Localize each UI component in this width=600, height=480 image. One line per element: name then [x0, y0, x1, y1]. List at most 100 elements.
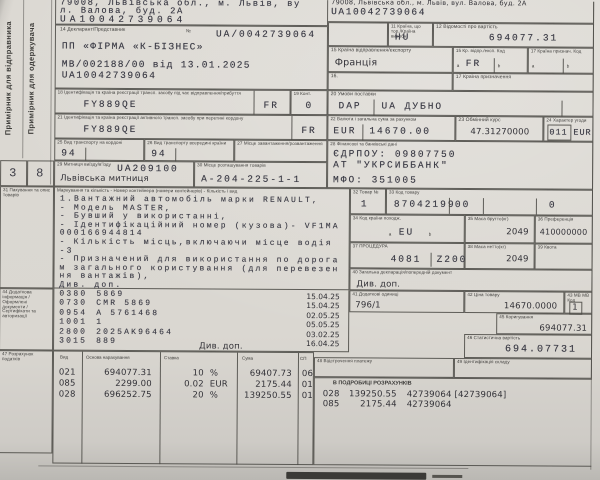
tax-col-divider2: [159, 352, 162, 465]
box47-label-cell: 47 Розрахунок податків: [0, 350, 54, 454]
box30-label: 30 Місце розташування товарів: [197, 162, 266, 168]
box24-value: 011: [549, 127, 568, 138]
box34-label: 34 Код країни походж.: [352, 215, 401, 221]
items-count: 8: [36, 166, 45, 181]
box18-value: FY889QE: [83, 98, 138, 111]
box31-label-cell: 31 Пакування та опис товарів: [0, 186, 55, 289]
procedure-code: 4081: [390, 253, 422, 265]
box25-transport-mode-border: 25 Вид транспорту на кордоні 94: [54, 138, 145, 162]
calc-amount: 2175.44: [360, 399, 397, 410]
calc-type: 028: [322, 389, 340, 400]
declarant-code: UA10042739064: [61, 69, 157, 82]
box15a-label: 15 Кр. відпр./експ. Код: [455, 47, 505, 54]
tax-rate-unit: %: [209, 368, 219, 379]
box14-declarant: 14 Декларант/Представник № UA/0042739064…: [54, 24, 329, 91]
tax-col-divider4: [297, 352, 300, 465]
box15a-dispatch-code: 15 Кр. відпр./експ. Код a FR b: [452, 46, 528, 74]
doc-code: 3015: [59, 336, 88, 346]
tax-header-sum: Сума: [241, 355, 254, 361]
hs-code-tail: 0: [548, 199, 557, 211]
box27-label: 27 Місце завантаження/розвантаження: [237, 140, 323, 147]
box36-value: 410000000: [539, 227, 588, 237]
box42-label: 42 Ціна товару: [467, 292, 500, 298]
copy-strip-receiver: Примірник для одержувача: [26, 22, 37, 135]
box41-value: 796/1: [355, 300, 381, 311]
tax-header-sp: СП: [299, 356, 307, 362]
doc-date: 15.04.25: [306, 301, 340, 311]
box33-divider2: [482, 198, 484, 215]
tax-type: 028: [58, 389, 76, 400]
box20-divider2: [561, 100, 563, 117]
box42-value: 14670.0000: [503, 301, 558, 312]
box17-label: 17 Країна призначення: [455, 73, 512, 81]
box12-value: 694077.31: [488, 32, 559, 44]
tax-header-base: Основа нарахування: [85, 354, 130, 360]
boxB-label: В ПОДРОБИЦІ РОЗРАХУНКІВ: [332, 380, 412, 387]
bank-edrpou: ЄДРПОУ: 09807750: [333, 148, 457, 160]
box22-currency: EUR: [333, 125, 357, 137]
tax-rate: 0.02: [184, 379, 204, 390]
box33-label: 33 Код товару: [388, 189, 420, 195]
copies-count: 3: [9, 166, 18, 181]
box24-transaction-nature: 24 Характер угоди 011 EUR: [543, 116, 594, 142]
box30-goods-location: 30 Місце розташування товарів A-204-225-…: [194, 161, 328, 189]
box22-label: 22 Валюта і загальна сума за рахунком: [330, 116, 417, 122]
tax-amount: 139250.55: [243, 390, 292, 401]
box46-statistical-value: 46 Статистична вартість 694.07731: [463, 334, 593, 359]
box18-transport-identity: 18 Ідентифікація та країна реєстрації тр…: [54, 88, 291, 115]
box19-value: 0: [305, 100, 314, 112]
declarant-ref: UA/0042739064: [215, 28, 317, 41]
tax-sp: 06: [301, 369, 314, 380]
exporter-code: UA10042739064: [331, 6, 427, 18]
box45-adjustment: 45 Коригування 694077.31: [496, 313, 593, 335]
box30-value: A-204-225-1-1: [201, 173, 302, 186]
box46-label: 46 Статистична вартість: [467, 335, 521, 341]
box40-label: 40 Загальна декларація/попередній докуме…: [352, 269, 453, 275]
bank-name: АТ "УКРСИББАНК": [333, 159, 449, 171]
box44-additional-info: 0380 5869 15.04.25 0730 CMR 5869 15.04.2…: [53, 288, 350, 353]
doc-value: 5869: [96, 289, 125, 299]
tax-rate: 20: [192, 390, 204, 401]
box47-tax-table: Вид Основа нарахування Ставка Сума СП 02…: [52, 350, 315, 466]
box35-label: 35 Маса брутто(кг): [467, 216, 509, 222]
box23-value: 47.31270000: [470, 127, 530, 138]
box26-label: 26 Вид транспорту всередині країни: [147, 140, 227, 146]
box17a-label: 17 Країна признач. Код: [530, 48, 582, 54]
box38-value: 2049: [506, 254, 529, 265]
box34-value: EU: [398, 226, 415, 238]
box34-b-mark: b: [428, 231, 432, 237]
box19-label: 19 Конт.: [293, 90, 312, 97]
copy-strip-sender: Примірник для відправника: [3, 21, 14, 136]
box35-gross-mass: 35 Маса брутто(кг) 2049: [464, 215, 535, 244]
box19-container: 19 Конт. 0: [290, 89, 328, 116]
box20-label: 20 Умови поставки: [330, 91, 376, 98]
box28-financial-data: 28 Фінансові та банківські дані ЄДРПОУ: …: [327, 140, 594, 190]
calc-ref: 42739064: [406, 399, 452, 410]
box43-valuation-method: 43 МВ МВ Код 1: [564, 291, 593, 315]
box39-quota: 39 Квота: [534, 243, 593, 270]
calc-type: 085: [322, 399, 340, 410]
box41-supplementary-units: 41 Додаткові одиниці 796/1: [349, 290, 465, 314]
box42-item-price: 42 Ціна товару 14670.0000: [464, 291, 565, 314]
box40-previous-document: 40 Загальна декларація/попередній докуме…: [349, 268, 593, 292]
box37-divider: [430, 252, 432, 267]
box38-label: 38 Маса нетто(кг): [467, 244, 506, 250]
box33-divider3: [535, 198, 537, 215]
doc-code: 0730: [59, 298, 88, 309]
box49-label: 49 Ідентифікація складу: [456, 358, 510, 365]
tax-type: 021: [58, 367, 76, 378]
box47-label: 47 Розрахунок податків: [1, 351, 34, 362]
declarant-name: ПП «ФІРМА «К-БІЗНЕС»: [61, 40, 204, 53]
box11-trading-country: 11 Країна, що тор./Країна виробн. HU: [387, 22, 434, 47]
box21-value: FY889QE: [83, 123, 138, 136]
box23-exchange-rate: 23 Обмінний курс 47.31270000: [455, 115, 544, 142]
box26-transport-mode-inland: 26 Вид транспорту всередині країни 94: [144, 139, 235, 162]
doc-code: 2800: [59, 327, 88, 337]
box15-label: 15 Країна відправлення/експорту: [330, 47, 412, 54]
tax-amount: 69407.73: [249, 368, 292, 379]
box33-divider1: [448, 197, 450, 214]
box17-destination: 17 Країна призначення: [452, 72, 594, 92]
box32-value: 1: [360, 198, 369, 210]
boxB-calc-details: В ПОДРОБИЦІ РОЗРАХУНКІВ 028 139250.55 42…: [313, 377, 592, 467]
box44-more: Див. доп.: [199, 341, 243, 352]
